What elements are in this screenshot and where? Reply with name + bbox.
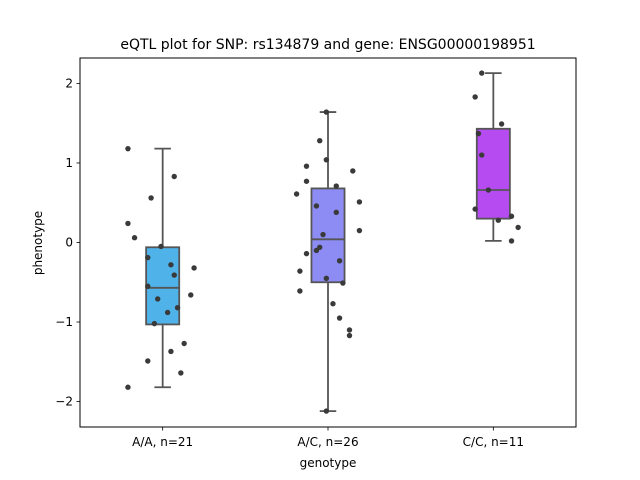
data-point [336, 258, 343, 264]
data-point [498, 121, 505, 127]
data-point [303, 250, 310, 257]
data-point [151, 320, 158, 327]
x-tick-label: C/C, n=11 [463, 435, 524, 449]
y-axis-label: phenotype [31, 211, 45, 275]
x-tick-label: A/C, n=26 [297, 435, 358, 449]
data-point [323, 109, 330, 115]
data-point [145, 358, 151, 364]
data-point [479, 152, 485, 158]
data-point [333, 209, 339, 215]
data-point [485, 187, 492, 193]
iqr-box [310, 187, 346, 284]
data-point [125, 384, 131, 390]
data-point [297, 288, 303, 294]
data-point [330, 301, 336, 307]
data-point [293, 191, 300, 197]
data-point [472, 94, 478, 100]
data-point [313, 247, 320, 254]
data-point [323, 408, 330, 414]
data-point [475, 130, 482, 137]
data-point [346, 332, 353, 339]
data-point [320, 231, 326, 238]
data-point [181, 340, 187, 347]
data-point [313, 203, 320, 209]
data-point [323, 275, 330, 281]
data-point [508, 238, 515, 244]
iqr-box [145, 246, 181, 326]
iqr-box [475, 127, 511, 220]
data-point [191, 265, 197, 271]
data-point [340, 280, 346, 286]
data-point [336, 315, 343, 321]
data-point [171, 272, 177, 278]
data-point [145, 283, 151, 289]
data-point [145, 254, 151, 261]
box-group [472, 70, 521, 244]
data-point [346, 327, 353, 333]
y-axis: −2 −1 0 1 2 [55, 76, 80, 409]
box-group [293, 109, 363, 414]
data-point [508, 213, 515, 219]
data-point [125, 145, 131, 152]
x-axis: A/A, n=21 A/C, n=26 C/C, n=11 [132, 427, 524, 449]
data-point [303, 163, 310, 169]
data-point [168, 262, 174, 268]
x-axis-label: genotype [300, 456, 357, 470]
data-point [515, 224, 521, 231]
data-point [125, 220, 131, 227]
x-tick-label: A/A, n=21 [132, 435, 193, 449]
data-point [171, 173, 177, 180]
data-point [155, 296, 161, 302]
data-point [178, 370, 184, 376]
y-tick-label: 2 [65, 76, 73, 90]
box-group [125, 145, 197, 390]
data-point [333, 183, 339, 189]
data-point [297, 268, 303, 274]
data-point [174, 305, 181, 311]
y-tick-label: −2 [55, 395, 73, 409]
data-point [188, 292, 194, 298]
data-point [479, 70, 485, 76]
data-point [131, 235, 138, 241]
data-point [148, 195, 154, 201]
data-point [495, 217, 501, 223]
y-tick-label: 0 [65, 236, 73, 250]
chart-title: eQTL plot for SNP: rs134879 and gene: EN… [120, 37, 535, 53]
data-point [323, 157, 330, 163]
data-point [472, 206, 478, 212]
data-point [317, 138, 323, 144]
data-point [303, 178, 310, 184]
data-point [350, 168, 356, 174]
plot-area [125, 70, 521, 414]
data-point [356, 227, 363, 234]
data-point [158, 243, 164, 250]
data-point [168, 348, 174, 355]
y-tick-label: 1 [65, 156, 73, 170]
data-point [356, 199, 363, 205]
y-tick-label: −1 [55, 315, 73, 329]
data-point [164, 309, 171, 316]
